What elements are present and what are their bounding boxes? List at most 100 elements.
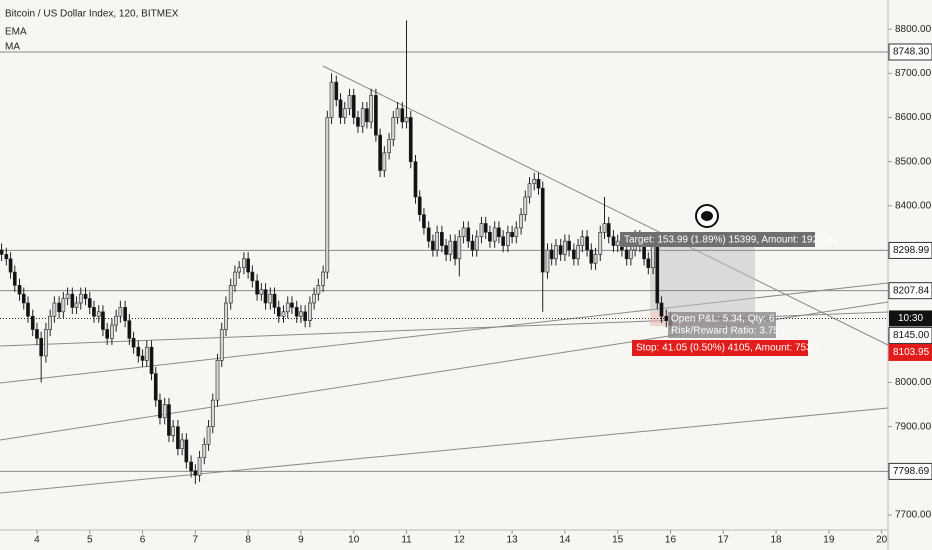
candle-body — [281, 311, 286, 317]
candle-body — [285, 302, 290, 313]
candle-body — [8, 258, 13, 273]
candle-body — [624, 249, 629, 260]
candle-body — [180, 439, 184, 450]
y-tick-label: 8500.00 — [895, 156, 932, 167]
candle-body — [497, 227, 501, 238]
candle-body — [369, 95, 373, 123]
candle-body — [171, 426, 176, 436]
candle-body — [448, 240, 453, 255]
candle-body — [136, 346, 141, 357]
price-tag-box — [888, 343, 932, 361]
candle-body — [57, 302, 61, 313]
candle-body — [290, 302, 294, 308]
candle-body — [4, 254, 9, 260]
candle-body — [224, 302, 228, 330]
candle-body — [474, 236, 479, 251]
candle-body — [334, 81, 339, 101]
candle-body — [602, 223, 607, 233]
candle-body — [426, 227, 431, 242]
eye-pupil[interactable] — [701, 211, 713, 221]
candle-body — [527, 183, 532, 198]
y-tick-label: 8000.00 — [895, 377, 932, 388]
candle-body — [83, 293, 88, 299]
candle-body — [228, 285, 233, 304]
candle-body — [576, 245, 580, 260]
x-tick-label: 8 — [245, 535, 251, 546]
candle-body — [646, 258, 651, 268]
y-tick-label: 7900.00 — [895, 421, 932, 432]
candle-body — [431, 240, 435, 251]
candle-body — [404, 117, 409, 123]
candle-body — [202, 444, 207, 458]
x-tick-label: 18 — [771, 535, 783, 546]
candle-body — [259, 289, 264, 295]
candle-body — [413, 161, 418, 198]
candle-body — [572, 249, 576, 260]
trend-lines — [0, 65, 889, 494]
candle-body — [585, 236, 589, 251]
candle-body — [299, 311, 303, 317]
candle-body — [215, 360, 220, 401]
price-tag-box — [888, 241, 932, 259]
candle-body — [365, 108, 369, 123]
candle-body — [92, 307, 96, 317]
candle-body — [554, 245, 558, 260]
candle-body — [131, 338, 136, 348]
x-tick-label: 14 — [559, 535, 571, 546]
candle-body — [316, 285, 321, 295]
countdown-label: 10:30 — [898, 313, 923, 324]
candle-body — [549, 249, 554, 260]
candle-body — [598, 232, 603, 255]
y-tick-label: 8400.00 — [895, 200, 932, 211]
candle-body — [12, 271, 17, 286]
candle-body — [567, 240, 571, 251]
candle-body — [276, 307, 281, 317]
candle-body — [461, 227, 466, 238]
eye-icon[interactable] — [695, 204, 719, 228]
x-tick-label: 16 — [665, 535, 677, 546]
price-tag-label: 8748.30 — [893, 47, 930, 58]
candle-body — [96, 311, 101, 317]
candle-body — [250, 271, 255, 282]
candle-body — [272, 293, 277, 308]
candle-body — [197, 457, 202, 476]
price-tag-box — [888, 43, 932, 61]
candle-body — [35, 329, 39, 339]
candle-body — [488, 232, 492, 242]
candle-body — [466, 227, 471, 242]
candle-body — [321, 271, 325, 286]
candle-body — [519, 214, 523, 229]
candle-body — [329, 81, 334, 118]
x-tick-label: 11 — [401, 535, 412, 546]
candle-body — [26, 302, 30, 317]
x-tick-label: 10 — [348, 535, 360, 546]
candle-body — [140, 355, 145, 361]
candle-body — [589, 249, 594, 264]
y-tick-label: 7700.00 — [895, 510, 932, 521]
candle-body — [65, 293, 70, 299]
candle-body — [642, 245, 646, 260]
pnl-label: Open P&L: 5.34, Qty: 6 — [671, 314, 775, 325]
candle-body — [118, 307, 123, 317]
trend-line — [0, 407, 889, 494]
candle-body — [655, 240, 660, 304]
candle-body — [378, 134, 382, 171]
candle-body — [629, 249, 633, 260]
candle-body — [149, 346, 154, 374]
countdown-box — [889, 310, 932, 327]
candle-body — [39, 338, 44, 357]
candle-body — [453, 240, 457, 260]
price-tag-box — [888, 326, 932, 344]
candle-body — [0, 249, 4, 255]
candle-body — [61, 298, 66, 313]
candle-body — [78, 293, 83, 304]
pnl-label-box — [668, 312, 776, 338]
candle-body — [144, 346, 149, 361]
candle-body — [501, 236, 505, 246]
candle-body — [382, 152, 387, 171]
candle-body — [417, 196, 422, 215]
candle-body — [545, 249, 550, 273]
candle-body — [523, 196, 528, 215]
candle-body — [510, 232, 514, 238]
